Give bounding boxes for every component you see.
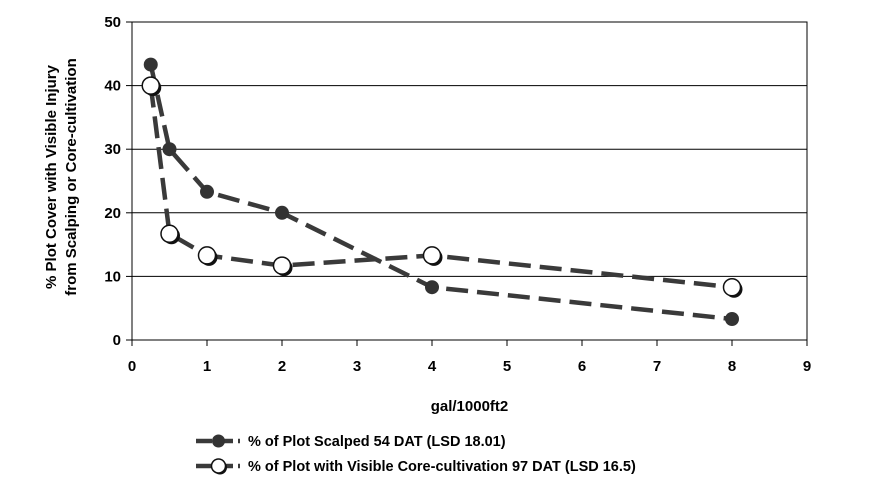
legend-label: % of Plot with Visible Core-cultivation …	[248, 459, 636, 475]
y-axis-label-line: from Scalping or Core-cultivation	[63, 58, 80, 296]
data-point	[162, 142, 177, 157]
x-tick-label: 4	[428, 358, 437, 375]
data-point	[275, 205, 289, 220]
legend-marker	[212, 434, 225, 448]
x-tick-label: 5	[503, 358, 511, 375]
x-tick-label: 8	[728, 358, 736, 375]
x-tick-label: 7	[653, 358, 661, 375]
y-tick-label: 40	[104, 78, 121, 95]
data-point	[425, 280, 439, 295]
series-layer	[141, 57, 743, 327]
y-axis-label: % Plot Cover with Visible Injury from Sca…	[43, 58, 80, 296]
data-point	[200, 184, 214, 199]
x-tick-label: 9	[803, 358, 811, 375]
series-line-1	[148, 64, 733, 322]
y-tick-label: 10	[104, 268, 121, 285]
data-point	[725, 312, 739, 327]
data-point	[141, 76, 160, 95]
y-axis-label-line: % Plot Cover with Visible Injury	[43, 64, 60, 289]
data-point	[160, 224, 179, 244]
legend: % of Plot Scalped 54 DAT (LSD 18.01) % of…	[196, 434, 636, 475]
y-tick-label: 50	[104, 14, 121, 31]
x-tick-label: 2	[278, 358, 286, 375]
x-axis-label: gal/1000ft2	[431, 398, 509, 415]
y-tick-label: 20	[104, 205, 121, 222]
y-axis: 0 10 20 30 40 50	[104, 14, 132, 349]
data-point	[722, 277, 742, 297]
x-axis: 0 1 2 3 4 5 6 7 8 9	[128, 340, 811, 375]
x-tick-label: 1	[203, 358, 211, 375]
data-point	[197, 246, 217, 265]
x-tick-label: 0	[128, 358, 136, 375]
x-tick-label: 3	[353, 358, 361, 375]
data-point	[143, 57, 158, 72]
plot-area	[131, 21, 808, 341]
data-point	[272, 256, 292, 275]
legend-label: % of Plot Scalped 54 DAT (LSD 18.01)	[248, 434, 506, 450]
gridlines	[132, 21, 807, 277]
data-point	[422, 246, 442, 265]
x-tick-label: 6	[578, 358, 586, 375]
y-tick-label: 0	[113, 332, 121, 349]
legend-marker	[210, 458, 227, 474]
series-line-2	[148, 85, 733, 290]
y-tick-label: 30	[104, 141, 121, 158]
